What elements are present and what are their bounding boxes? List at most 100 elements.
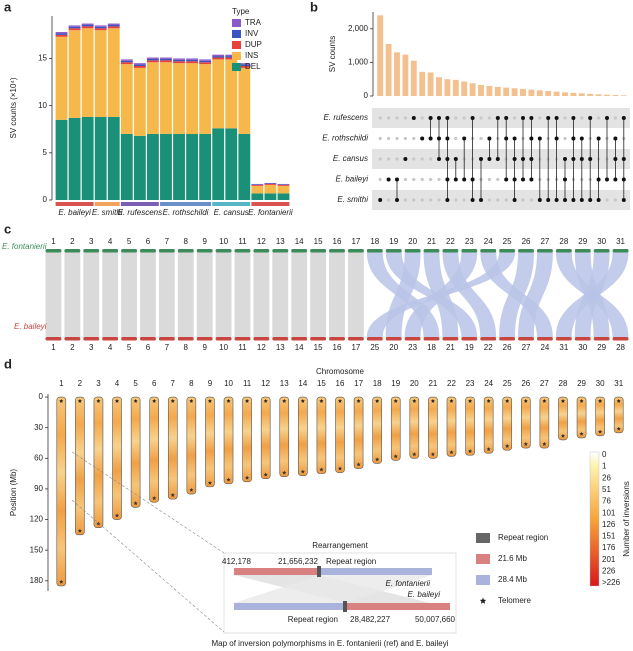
chromosome-label-top: 10 [219, 237, 228, 246]
chromosome-bottom [329, 337, 345, 341]
member-dot [596, 136, 601, 141]
member-dot [487, 136, 492, 141]
bar-segment [173, 61, 185, 64]
chromosome-bottom [310, 337, 327, 341]
x-tick-label: 7 [171, 379, 176, 388]
member-dot [487, 157, 492, 161]
chromosome-label-top: 18 [370, 237, 379, 246]
synteny-link [555, 252, 629, 337]
x-tick-label: 12 [261, 379, 270, 388]
empty-dot [504, 198, 508, 202]
bar [536, 90, 543, 96]
empty-dot [613, 116, 618, 120]
bar [469, 83, 476, 96]
empty-dot [412, 198, 416, 202]
chromosome-label-bottom: 15 [314, 343, 323, 352]
chromosome-bottom [423, 337, 440, 341]
chromosome-top [555, 249, 572, 253]
member-dot [621, 177, 626, 182]
bar [486, 85, 493, 96]
inset-text: 412,178 [222, 557, 251, 566]
synteny-link [329, 252, 345, 337]
star [77, 528, 82, 533]
group-label: E. rufescens [118, 208, 162, 217]
chromosome-bottom [234, 337, 251, 341]
y-tick-label: 2,000 [348, 24, 369, 33]
colorbar-label: 1 [602, 462, 607, 471]
chromosome-label-top: 3 [89, 237, 94, 246]
star [449, 450, 454, 454]
bar-segment [225, 54, 238, 57]
bar [427, 72, 434, 96]
member-dot [453, 177, 458, 182]
bar-segment [173, 63, 185, 134]
star [598, 398, 603, 403]
group-label: E. rothschildi [163, 208, 209, 217]
star [133, 398, 138, 403]
chromosome-top [83, 249, 100, 253]
empty-dot [429, 157, 433, 161]
member-dot [470, 116, 475, 120]
synteny-link [215, 252, 232, 337]
empty-dot [563, 136, 567, 141]
star [245, 398, 250, 403]
inset-blue [234, 603, 344, 610]
bar [402, 54, 409, 96]
bar-segment [107, 23, 120, 25]
member-dot [571, 157, 576, 161]
empty-dot [487, 177, 491, 182]
bar-segment [186, 58, 199, 60]
bar [511, 88, 518, 96]
empty-dot [496, 198, 500, 202]
empty-dot [412, 177, 416, 182]
x-tick-label: 31 [614, 379, 623, 388]
chromosome-bottom [385, 337, 402, 341]
bar-segment [264, 193, 277, 200]
empty-dot [387, 116, 391, 120]
set-label: E. smithi [337, 195, 368, 204]
empty-dot [395, 136, 399, 141]
colorbar-label: 226 [602, 566, 616, 575]
member-dot [428, 116, 433, 120]
member-dot [479, 198, 483, 202]
bar-segment [160, 57, 172, 59]
empty-dot [454, 136, 458, 141]
inset-repeat [343, 601, 347, 612]
chromosome-label-bottom: 28 [616, 343, 625, 352]
empty-dot [378, 177, 382, 182]
chromosome-label-top: 25 [503, 237, 512, 246]
star [523, 441, 528, 446]
member-dot [621, 116, 626, 120]
legend-label: INS [245, 51, 258, 60]
chromosome-bottom [442, 337, 459, 341]
member-dot [521, 157, 525, 161]
bar-segment [212, 128, 225, 200]
chromosome-bottom [480, 337, 497, 341]
chromosome-label-top: 22 [446, 237, 455, 246]
row-band [372, 108, 630, 128]
bar [461, 81, 468, 96]
chromosome [242, 396, 252, 483]
x-tick-label: 10 [224, 379, 233, 388]
inset-title: Rearrangement [312, 541, 368, 550]
member-dot [445, 136, 450, 141]
inset-text: E. fontanierii [386, 579, 431, 588]
chromosome-top [461, 249, 478, 253]
bar-segment [68, 30, 81, 118]
synteny-link [291, 252, 308, 337]
member-dot [554, 116, 559, 120]
empty-dot [378, 157, 382, 161]
colorbar-label: 201 [602, 555, 616, 564]
bar [503, 87, 510, 96]
chromosome-label-bottom: 29 [597, 343, 606, 352]
y-tick-label: 60 [34, 453, 43, 462]
guide-line [71, 451, 225, 554]
star [282, 398, 287, 403]
star [77, 398, 82, 403]
empty-dot [580, 116, 584, 120]
synteny-link [499, 252, 534, 337]
chromosome-label-top: 5 [127, 237, 132, 246]
bar-segment [251, 184, 264, 186]
bar-segment [120, 59, 133, 61]
star [579, 398, 584, 403]
